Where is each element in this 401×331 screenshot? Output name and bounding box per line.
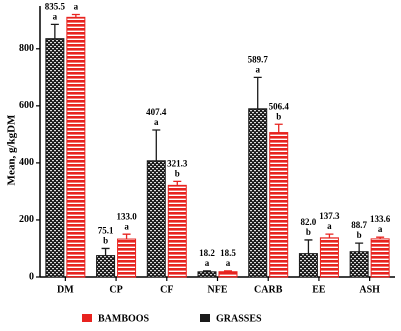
value-label: 589.7: [248, 54, 269, 64]
y-tick-label: 200: [19, 214, 34, 225]
legend-label: GRASSES: [216, 313, 262, 324]
significance-letter: a: [124, 221, 129, 231]
value-label: 835.5: [45, 1, 66, 11]
value-label: 407.4: [146, 107, 167, 117]
bar: [370, 238, 390, 278]
y-tick-label: 0: [29, 271, 34, 282]
error-bar: [173, 180, 182, 186]
bar: [197, 271, 217, 278]
value-label: 88.7: [351, 220, 367, 230]
error-bar: [71, 13, 80, 18]
significance-letter: a: [154, 117, 159, 127]
y-tick-label: 800: [19, 43, 34, 54]
significance-letter: a: [226, 258, 231, 268]
bar: [319, 237, 339, 278]
bar: [248, 108, 268, 278]
error-bar: [274, 123, 283, 133]
bar: [218, 271, 238, 278]
significance-letter: a: [53, 11, 58, 21]
value-label: 133.0: [116, 211, 137, 221]
legend-swatch: [82, 314, 92, 322]
error-bar: [325, 233, 334, 238]
significance-letter: a: [205, 258, 210, 268]
x-tick-label: DM: [57, 284, 74, 295]
y-axis-title: Mean, g/kgDM: [6, 114, 18, 186]
error-bar: [376, 236, 385, 239]
legend-label: BAMBOOS: [98, 313, 150, 324]
significance-letter: a: [378, 224, 383, 234]
error-bar: [355, 242, 364, 252]
significance-letter: b: [103, 236, 108, 246]
legend-swatch: [200, 314, 210, 322]
error-bar: [203, 270, 211, 272]
bar: [269, 132, 289, 278]
bar: [167, 184, 187, 278]
y-tick-label: 600: [19, 100, 34, 111]
significance-letter: a: [327, 221, 332, 231]
value-label: 18.5: [220, 248, 236, 258]
error-bar: [304, 239, 313, 254]
bar: [96, 255, 116, 278]
value-label: 506.4: [269, 101, 290, 111]
x-tick-label: CP: [109, 284, 122, 295]
error-bar: [224, 270, 232, 272]
significance-letter: b: [357, 230, 362, 240]
value-label: 133.6: [370, 214, 391, 224]
error-bar: [253, 76, 262, 109]
significance-letter: a: [74, 2, 79, 12]
error-bar: [101, 247, 110, 256]
bar: [117, 238, 137, 278]
bar: [298, 253, 318, 278]
value-label: 82.0: [301, 217, 317, 227]
significance-letter: b: [306, 227, 311, 237]
bar: [146, 160, 166, 278]
x-tick-label: NFE: [208, 284, 228, 295]
x-tick-label: CARB: [254, 284, 283, 295]
significance-letter: a: [255, 64, 260, 74]
x-tick-label: EE: [312, 284, 326, 295]
error-bar: [152, 129, 161, 161]
significance-letter: b: [276, 111, 281, 121]
y-tick-label: 400: [19, 157, 34, 168]
bar: [45, 38, 65, 278]
x-tick-label: ASH: [359, 284, 380, 295]
significance-letter: b: [175, 168, 180, 178]
value-label: 910.3: [66, 0, 87, 2]
value-label: 18.2: [199, 248, 215, 258]
bar: [66, 16, 86, 278]
bar: [349, 251, 369, 278]
x-tick-label: CF: [160, 284, 173, 295]
value-label: 75.1: [98, 226, 114, 236]
value-label: 321.3: [167, 158, 188, 168]
error-bar: [50, 23, 59, 39]
value-label: 137.3: [319, 211, 340, 221]
error-bar: [122, 233, 131, 240]
